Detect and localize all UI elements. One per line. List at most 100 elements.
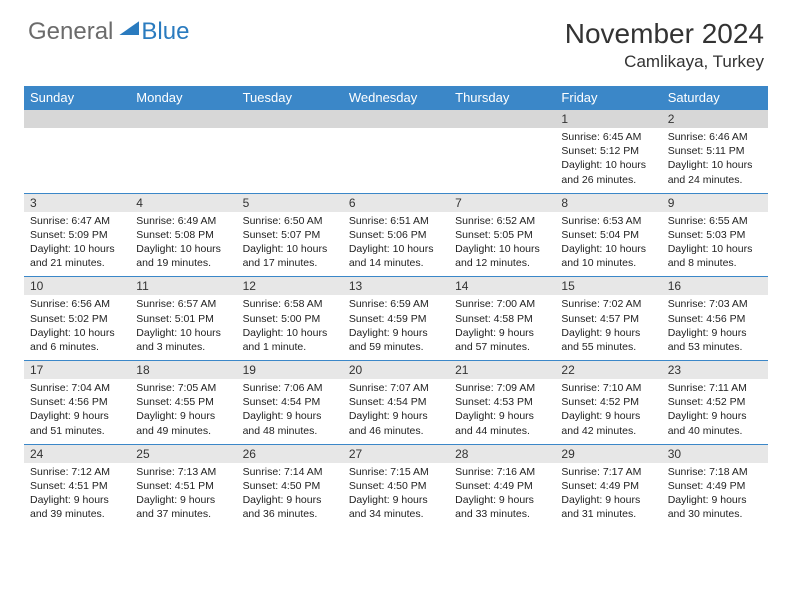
sunset-text: Sunset: 4:52 PM: [668, 395, 762, 409]
day-cell: Sunrise: 6:59 AMSunset: 4:59 PMDaylight:…: [343, 295, 449, 360]
day-cell: Sunrise: 6:50 AMSunset: 5:07 PMDaylight:…: [237, 212, 343, 277]
day-number: 29: [555, 445, 661, 463]
day-number: 11: [130, 277, 236, 295]
day-cell: Sunrise: 7:12 AMSunset: 4:51 PMDaylight:…: [24, 463, 130, 528]
day-cell: Sunrise: 6:58 AMSunset: 5:00 PMDaylight:…: [237, 295, 343, 360]
daylight-text: Daylight: 10 hours and 21 minutes.: [30, 242, 124, 270]
calendar: Sunday Monday Tuesday Wednesday Thursday…: [24, 86, 768, 527]
day-number-row: 12: [24, 110, 768, 128]
daylight-text: Daylight: 9 hours and 46 minutes.: [349, 409, 443, 437]
daylight-text: Daylight: 10 hours and 3 minutes.: [136, 326, 230, 354]
daylight-text: Daylight: 9 hours and 30 minutes.: [668, 493, 762, 521]
sunset-text: Sunset: 4:54 PM: [349, 395, 443, 409]
logo-triangle-icon: [119, 21, 139, 35]
week-row: 12Sunrise: 6:45 AMSunset: 5:12 PMDayligh…: [24, 109, 768, 193]
sunrise-text: Sunrise: 7:07 AM: [349, 381, 443, 395]
daylight-text: Daylight: 10 hours and 1 minute.: [243, 326, 337, 354]
sunset-text: Sunset: 5:03 PM: [668, 228, 762, 242]
day-number: 2: [662, 110, 768, 128]
sunset-text: Sunset: 5:05 PM: [455, 228, 549, 242]
day-number: [24, 110, 130, 128]
sunset-text: Sunset: 4:59 PM: [349, 312, 443, 326]
daylight-text: Daylight: 9 hours and 51 minutes.: [30, 409, 124, 437]
day-cell: Sunrise: 6:47 AMSunset: 5:09 PMDaylight:…: [24, 212, 130, 277]
day-number: 13: [343, 277, 449, 295]
sunset-text: Sunset: 4:57 PM: [561, 312, 655, 326]
day-number-row: 24252627282930: [24, 445, 768, 463]
day-cell: Sunrise: 7:00 AMSunset: 4:58 PMDaylight:…: [449, 295, 555, 360]
sunset-text: Sunset: 5:08 PM: [136, 228, 230, 242]
day-cell: Sunrise: 6:51 AMSunset: 5:06 PMDaylight:…: [343, 212, 449, 277]
day-number: 5: [237, 194, 343, 212]
day-cell: Sunrise: 6:57 AMSunset: 5:01 PMDaylight:…: [130, 295, 236, 360]
daylight-text: Daylight: 10 hours and 19 minutes.: [136, 242, 230, 270]
daylight-text: Daylight: 10 hours and 12 minutes.: [455, 242, 549, 270]
daylight-text: Daylight: 9 hours and 40 minutes.: [668, 409, 762, 437]
sunrise-text: Sunrise: 6:57 AM: [136, 297, 230, 311]
sunrise-text: Sunrise: 6:47 AM: [30, 214, 124, 228]
daylight-text: Daylight: 10 hours and 14 minutes.: [349, 242, 443, 270]
month-title: November 2024: [565, 18, 764, 50]
sunrise-text: Sunrise: 6:51 AM: [349, 214, 443, 228]
day-cell: Sunrise: 7:15 AMSunset: 4:50 PMDaylight:…: [343, 463, 449, 528]
daylight-text: Daylight: 9 hours and 39 minutes.: [30, 493, 124, 521]
daylight-text: Daylight: 10 hours and 8 minutes.: [668, 242, 762, 270]
daylight-text: Daylight: 10 hours and 6 minutes.: [30, 326, 124, 354]
logo: General Blue: [28, 18, 189, 46]
sunrise-text: Sunrise: 7:13 AM: [136, 465, 230, 479]
day-cell: Sunrise: 7:13 AMSunset: 4:51 PMDaylight:…: [130, 463, 236, 528]
daylight-text: Daylight: 9 hours and 59 minutes.: [349, 326, 443, 354]
title-block: November 2024 Camlikaya, Turkey: [565, 18, 764, 72]
day-number: 3: [24, 194, 130, 212]
daylight-text: Daylight: 10 hours and 24 minutes.: [668, 158, 762, 186]
day-cell: Sunrise: 7:09 AMSunset: 4:53 PMDaylight:…: [449, 379, 555, 444]
sunset-text: Sunset: 4:55 PM: [136, 395, 230, 409]
sunrise-text: Sunrise: 7:15 AM: [349, 465, 443, 479]
daylight-text: Daylight: 9 hours and 48 minutes.: [243, 409, 337, 437]
sunset-text: Sunset: 5:01 PM: [136, 312, 230, 326]
day-number: [130, 110, 236, 128]
day-number: 27: [343, 445, 449, 463]
sunset-text: Sunset: 5:02 PM: [30, 312, 124, 326]
day-cell: Sunrise: 6:45 AMSunset: 5:12 PMDaylight:…: [555, 128, 661, 193]
day-label: Monday: [130, 86, 236, 109]
sunset-text: Sunset: 4:54 PM: [243, 395, 337, 409]
daylight-text: Daylight: 9 hours and 49 minutes.: [136, 409, 230, 437]
week-row: 10111213141516Sunrise: 6:56 AMSunset: 5:…: [24, 276, 768, 360]
sunrise-text: Sunrise: 6:53 AM: [561, 214, 655, 228]
sunset-text: Sunset: 5:06 PM: [349, 228, 443, 242]
daylight-text: Daylight: 10 hours and 26 minutes.: [561, 158, 655, 186]
sunrise-text: Sunrise: 7:11 AM: [668, 381, 762, 395]
day-cell: Sunrise: 6:46 AMSunset: 5:11 PMDaylight:…: [662, 128, 768, 193]
sunrise-text: Sunrise: 6:52 AM: [455, 214, 549, 228]
sunrise-text: Sunrise: 7:03 AM: [668, 297, 762, 311]
sunrise-text: Sunrise: 7:09 AM: [455, 381, 549, 395]
day-number: 15: [555, 277, 661, 295]
sunrise-text: Sunrise: 7:16 AM: [455, 465, 549, 479]
sunset-text: Sunset: 4:51 PM: [136, 479, 230, 493]
day-cell: Sunrise: 7:02 AMSunset: 4:57 PMDaylight:…: [555, 295, 661, 360]
day-number: [237, 110, 343, 128]
day-number: 19: [237, 361, 343, 379]
day-number: 21: [449, 361, 555, 379]
day-label: Thursday: [449, 86, 555, 109]
sunset-text: Sunset: 5:04 PM: [561, 228, 655, 242]
day-cell: Sunrise: 7:17 AMSunset: 4:49 PMDaylight:…: [555, 463, 661, 528]
day-number: 23: [662, 361, 768, 379]
day-cell: Sunrise: 7:04 AMSunset: 4:56 PMDaylight:…: [24, 379, 130, 444]
day-number: 6: [343, 194, 449, 212]
day-number: 22: [555, 361, 661, 379]
sunset-text: Sunset: 4:49 PM: [668, 479, 762, 493]
day-cell: Sunrise: 6:53 AMSunset: 5:04 PMDaylight:…: [555, 212, 661, 277]
week-row: 3456789Sunrise: 6:47 AMSunset: 5:09 PMDa…: [24, 193, 768, 277]
daylight-text: Daylight: 9 hours and 36 minutes.: [243, 493, 337, 521]
sunrise-text: Sunrise: 6:45 AM: [561, 130, 655, 144]
day-number: 20: [343, 361, 449, 379]
daylight-text: Daylight: 10 hours and 10 minutes.: [561, 242, 655, 270]
day-number: [343, 110, 449, 128]
sunrise-text: Sunrise: 7:02 AM: [561, 297, 655, 311]
day-cell: Sunrise: 6:56 AMSunset: 5:02 PMDaylight:…: [24, 295, 130, 360]
day-cell: Sunrise: 7:03 AMSunset: 4:56 PMDaylight:…: [662, 295, 768, 360]
location: Camlikaya, Turkey: [565, 52, 764, 72]
sunset-text: Sunset: 4:50 PM: [243, 479, 337, 493]
